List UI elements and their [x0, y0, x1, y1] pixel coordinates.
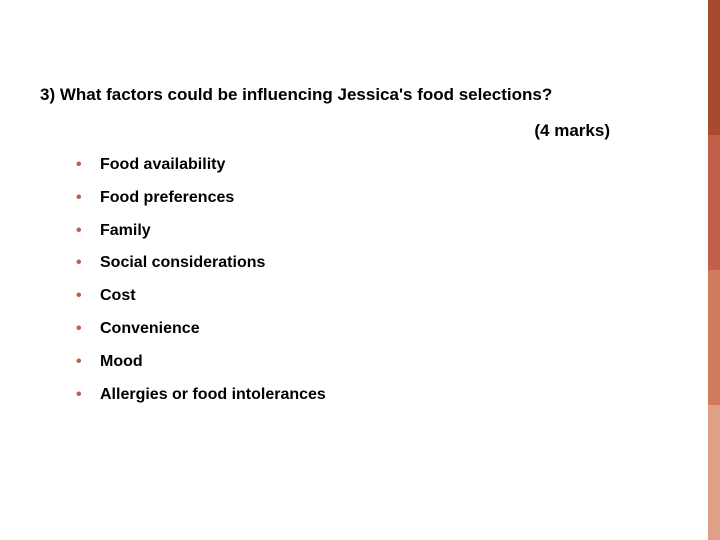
- bullet-list: Food availability Food preferences Famil…: [40, 155, 680, 405]
- accent-segment-1: [708, 0, 720, 135]
- list-item: Social considerations: [76, 253, 680, 274]
- list-item: Allergies or food intolerances: [76, 385, 680, 406]
- list-item: Food availability: [76, 155, 680, 176]
- marks-text: (4 marks): [40, 121, 680, 141]
- question-text: 3) What factors could be influencing Jes…: [40, 85, 680, 105]
- accent-segment-2: [708, 135, 720, 270]
- slide-content: 3) What factors could be influencing Jes…: [0, 0, 720, 457]
- list-item: Family: [76, 221, 680, 242]
- accent-segment-3: [708, 270, 720, 405]
- list-item: Food preferences: [76, 188, 680, 209]
- list-item: Convenience: [76, 319, 680, 340]
- list-item: Cost: [76, 286, 680, 307]
- accent-bar: [708, 0, 720, 540]
- accent-segment-4: [708, 405, 720, 540]
- list-item: Mood: [76, 352, 680, 373]
